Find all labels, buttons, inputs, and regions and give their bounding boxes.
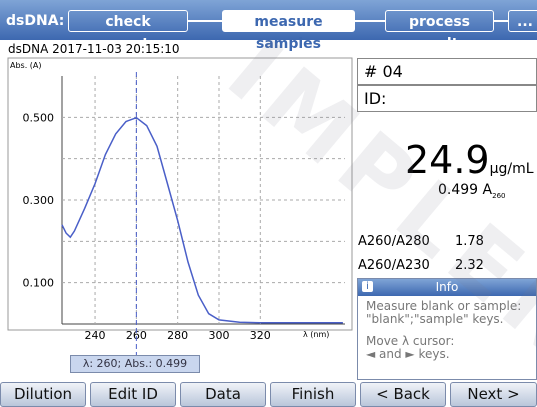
- y-tick-label: 0.500: [23, 111, 55, 124]
- separator: [494, 20, 508, 22]
- button[interactable]: Next >: [450, 382, 537, 407]
- info-header: i Info: [358, 279, 536, 296]
- number-box: # 04: [357, 58, 537, 85]
- tab[interactable]: check parameters: [68, 10, 188, 52]
- sample-info: dsDNA 2017-11-03 20:15:10: [8, 42, 180, 56]
- cursor-label: λ: 260; Abs.: 0.499: [70, 355, 200, 373]
- separator: [188, 20, 222, 22]
- info-text: Measure blank or sample: "blank";"sample…: [358, 296, 536, 365]
- ratio-value: 2.32: [455, 258, 484, 273]
- ratio-name: A260/A230: [358, 258, 430, 273]
- button[interactable]: Edit ID: [90, 382, 176, 407]
- x-axis-label: λ (nm): [303, 330, 329, 339]
- unit: µg/mL: [489, 161, 534, 177]
- info-line: "blank";"sample" keys.: [366, 312, 504, 326]
- id-box: ID:: [357, 85, 537, 112]
- ratio-name: A260/A280: [358, 234, 430, 249]
- mode-label: dsDNA:: [6, 13, 65, 29]
- button[interactable]: < Back: [360, 382, 446, 407]
- y-tick-label: 0.100: [23, 277, 55, 290]
- x-tick-label: 300: [208, 329, 229, 342]
- tab-active[interactable]: measure samples: [222, 10, 355, 52]
- absorbance: 0.499 A260: [438, 182, 506, 200]
- tab[interactable]: ...: [508, 10, 537, 32]
- info-line: ◄ and ► keys.: [366, 347, 450, 361]
- info-icon: i: [362, 281, 373, 292]
- ratio-value: 1.78: [455, 234, 484, 249]
- button[interactable]: Dilution: [0, 382, 86, 407]
- y-axis-label: Abs. (A): [10, 61, 42, 70]
- x-tick-label: 260: [126, 329, 147, 342]
- button[interactable]: Finish: [270, 382, 356, 407]
- spectrum-line: [61, 116, 343, 324]
- info-title: Info: [435, 280, 459, 294]
- concentration-value: 24.9: [405, 138, 490, 182]
- x-tick-label: 240: [85, 329, 106, 342]
- x-tick-label: 280: [167, 329, 188, 342]
- x-tick-label: 320: [250, 329, 271, 342]
- tab[interactable]: process results: [385, 10, 494, 52]
- abs-unit: A: [482, 182, 493, 198]
- concentration: 24.9µg/mL: [405, 140, 534, 189]
- separator: [355, 20, 385, 22]
- plot-frame: [7, 57, 353, 331]
- abs-value: 0.499: [438, 182, 479, 198]
- y-tick-label: 0.300: [23, 194, 55, 207]
- button[interactable]: Data: [180, 382, 266, 407]
- info-box: i Info Measure blank or sample: "blank";"…: [357, 278, 537, 380]
- info-line: Measure blank or sample:: [366, 299, 522, 313]
- info-line: Move λ cursor:: [366, 334, 455, 348]
- abs-sub: 260: [492, 191, 506, 200]
